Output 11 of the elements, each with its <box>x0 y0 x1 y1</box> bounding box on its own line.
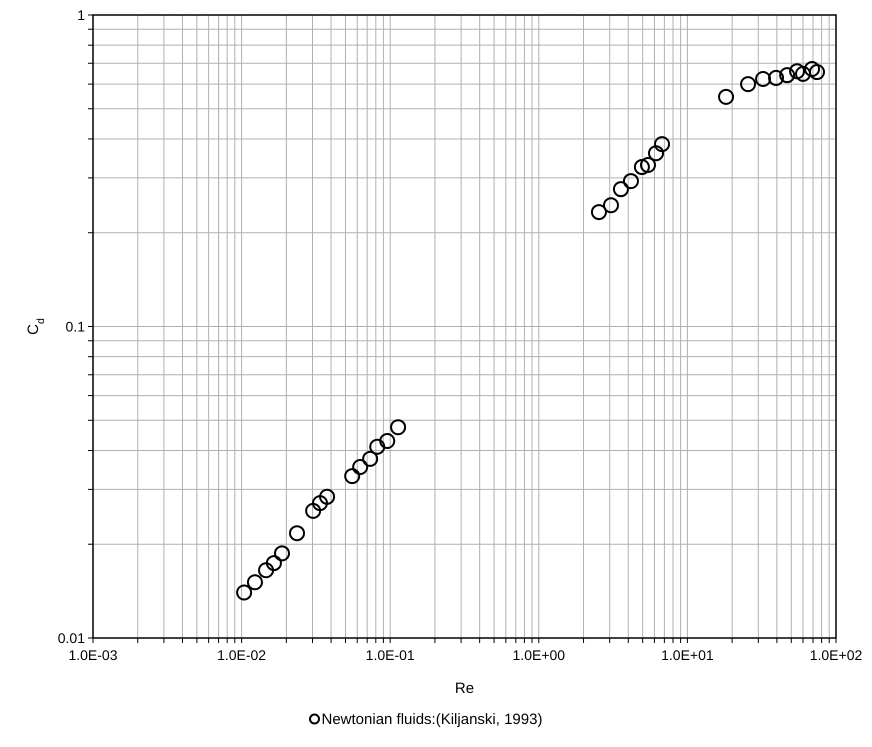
y-tick-label: 0.1 <box>66 318 86 334</box>
y-tick-label: 0.01 <box>58 630 86 646</box>
x-tick-label: 1.0E+02 <box>810 647 862 663</box>
x-tick-label: 1.0E-03 <box>68 647 118 663</box>
x-axis-title: Re <box>454 680 474 697</box>
y-tick-label: 1 <box>77 7 86 23</box>
legend-label: Newtonian fluids:(Kiljanski, 1993) <box>322 711 542 728</box>
x-tick-label: 1.0E-01 <box>366 647 415 663</box>
x-tick-label: 1.0E+00 <box>512 647 566 663</box>
x-tick-label: 1.0E-02 <box>217 647 266 663</box>
x-tick-label: 1.0E+01 <box>661 647 714 663</box>
